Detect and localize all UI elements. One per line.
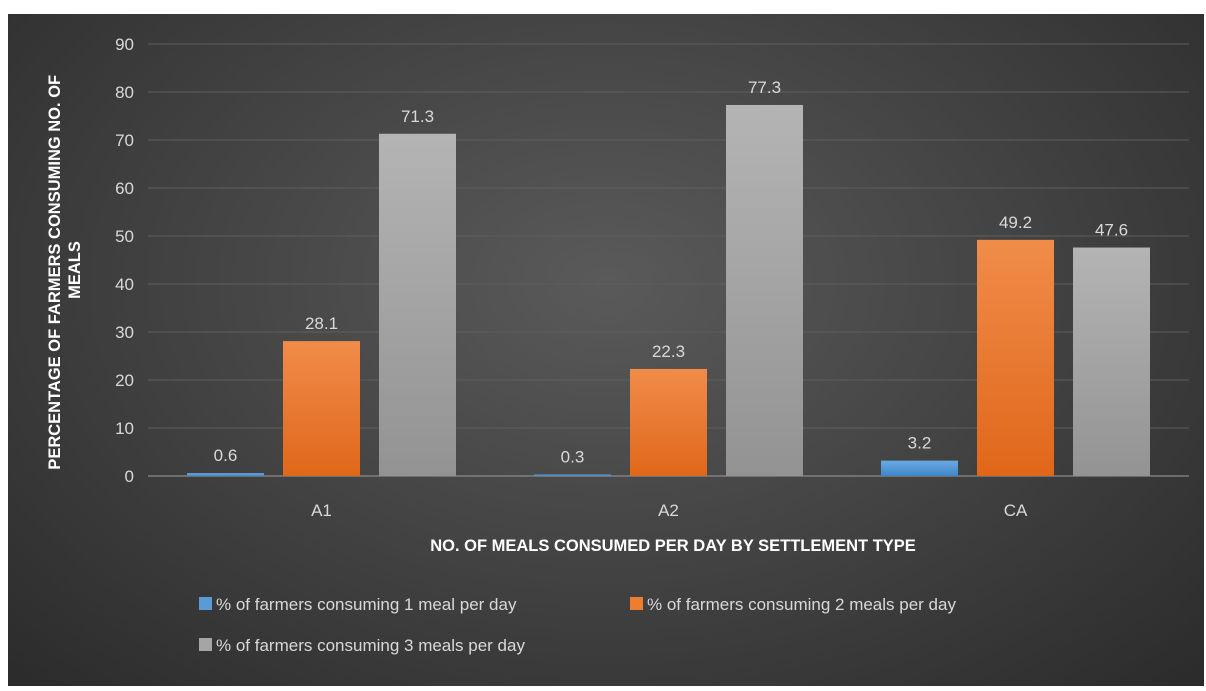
legend-item: % of farmers consuming 2 meals per day — [630, 595, 956, 614]
y-tick-label: 30 — [115, 323, 134, 342]
y-axis-ticks: 0 10 20 30 40 50 60 70 80 90 — [115, 35, 134, 486]
legend-label: % of farmers consuming 1 meal per day — [216, 595, 517, 614]
x-tick-label: A1 — [311, 501, 332, 520]
data-labels: 0.6 28.1 71.3 0.3 22.3 77.3 3.2 49.2 47.6 — [214, 78, 1128, 467]
bar-series-2-ca — [977, 239, 1054, 476]
y-tick-label: 20 — [115, 371, 134, 390]
bar-series-2-a2 — [630, 368, 707, 476]
data-label: 0.3 — [561, 448, 585, 467]
x-axis-ticks: A1 A2 CA — [311, 501, 1028, 520]
legend-swatch — [630, 597, 643, 610]
data-label: 71.3 — [401, 107, 434, 126]
y-tick-label: 60 — [115, 179, 134, 198]
bars — [187, 104, 1150, 477]
data-label: 28.1 — [305, 314, 338, 333]
y-tick-label: 50 — [115, 227, 134, 246]
bar-series-1-ca — [881, 460, 958, 476]
bar-series-3-ca — [1073, 247, 1150, 476]
data-label: 49.2 — [999, 213, 1032, 232]
legend-swatch — [199, 638, 212, 651]
legend-item: % of farmers consuming 1 meal per day — [199, 595, 517, 614]
y-axis-title: PERCENTAGE OF FARMERS CONSUMING NO. OF M… — [46, 70, 84, 469]
y-tick-label: 40 — [115, 275, 134, 294]
bar-series-3-a2 — [726, 104, 803, 477]
data-label: 22.3 — [652, 342, 685, 361]
y-tick-label: 0 — [125, 467, 134, 486]
y-axis-title-line-1: PERCENTAGE OF FARMERS CONSUMING NO. OF — [46, 75, 64, 470]
y-tick-label: 90 — [115, 35, 134, 54]
bar-series-1-a1 — [187, 473, 264, 476]
bar-series-2-a1 — [283, 341, 360, 476]
x-axis-title: NO. OF MEALS CONSUMED PER DAY BY SETTLEM… — [430, 537, 916, 555]
y-tick-label: 70 — [115, 131, 134, 150]
legend-label: % of farmers consuming 3 meals per day — [216, 636, 525, 655]
data-label: 3.2 — [908, 434, 932, 453]
legend: % of farmers consuming 1 meal per day % o… — [199, 595, 956, 655]
legend-swatch — [199, 597, 212, 610]
x-tick-label: A2 — [658, 501, 679, 520]
bar-chart: 0 10 20 30 40 50 60 70 80 90 0.6 28.1 71.3 0.3 22.3 77… — [46, 35, 1189, 655]
y-tick-label: 10 — [115, 419, 134, 438]
y-tick-label: 80 — [115, 83, 134, 102]
chart-area: 0 10 20 30 40 50 60 70 80 90 0.6 28.1 71.3 0.3 22.3 77… — [8, 14, 1204, 686]
data-label: 47.6 — [1095, 221, 1128, 240]
data-label: 77.3 — [748, 78, 781, 97]
x-tick-label: CA — [1004, 501, 1028, 520]
y-axis-title-line-2: MEALS — [66, 241, 84, 299]
data-label: 0.6 — [214, 446, 238, 465]
legend-item: % of farmers consuming 3 meals per day — [199, 636, 525, 655]
bar-series-3-a1 — [379, 133, 456, 476]
legend-label: % of farmers consuming 2 meals per day — [647, 595, 956, 614]
bar-series-1-a2 — [534, 474, 611, 476]
